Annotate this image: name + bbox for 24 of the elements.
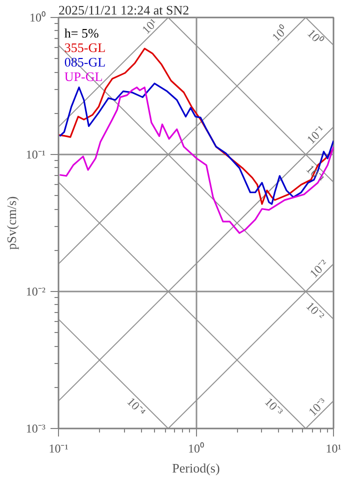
series-label: UP-GL [64, 68, 103, 84]
annotation: 10⁻¹ [304, 122, 328, 147]
x-tick-label: 10¹ [326, 442, 342, 456]
y-axis-title: pSv(cm/s) [4, 196, 19, 250]
y-tick-label: 10⁰ [30, 10, 46, 24]
annotation: 10¹ [139, 16, 160, 37]
x-axis-title: Period(s) [172, 460, 220, 476]
annotation: 10⁻¹ [303, 162, 328, 186]
annotation: 10⁰ [269, 23, 290, 44]
y-tick-label: 10⁻¹ [26, 148, 46, 162]
annotation: 10⁻² [306, 256, 331, 281]
x-tick-label: 10⁰ [188, 442, 204, 456]
series-label: 085-GL [64, 54, 106, 70]
y-tick-label: 10⁻³ [26, 422, 46, 436]
annotation: 10⁻⁴ [124, 394, 148, 419]
series-label: 355-GL [64, 40, 106, 55]
annotation: h= 5% [64, 25, 99, 40]
y-tick-label: 10⁻² [26, 284, 46, 298]
x-tick-label: 10⁻¹ [48, 442, 69, 456]
annotation: 10⁰ [304, 26, 326, 48]
annotation: 10⁻³ [262, 394, 286, 419]
annotation: 10⁻³ [306, 394, 330, 419]
annotation: 10⁻² [303, 298, 328, 324]
chart-title: 2025/11/21 12:24 at SN2 [58, 2, 190, 18]
